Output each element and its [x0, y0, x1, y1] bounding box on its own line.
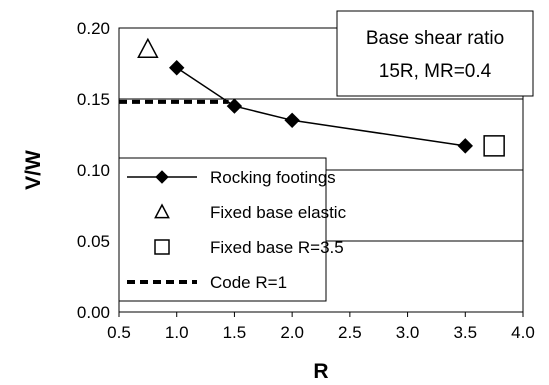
tick-labels: 0.00 0.05 0.10 0.15 0.20 0.5 1.0 1.5 2.0 2.5 3.0 3.…: [77, 19, 535, 342]
legend-marker-fixed-base-r-3-5: [154, 239, 170, 255]
y-tick-label: 0.00: [77, 303, 110, 322]
x-tick-label: 3.5: [453, 323, 477, 342]
x-tick-label: 4.0: [511, 323, 535, 342]
x-tick-label: 1.0: [165, 323, 189, 342]
y-tick-label: 0.05: [77, 232, 110, 251]
x-tick-label: 2.5: [338, 323, 362, 342]
data-point-rocking-footings: [226, 98, 243, 114]
series-line-rocking-footings: [176, 67, 466, 147]
data-point-rocking-footings: [457, 138, 473, 154]
annotation-line-1: Base shear ratio: [366, 28, 504, 49]
x-tick-label: 0.5: [107, 323, 131, 342]
legend-marker-rocking-footings: [155, 170, 169, 184]
x-tick-label: 1.5: [223, 323, 247, 342]
y-tick-label: 0.15: [77, 90, 110, 109]
x-tick-label: 2.0: [280, 323, 304, 342]
x-axis-title: R: [313, 360, 328, 383]
annotation-line-2: 15R, MR=0.4: [379, 61, 492, 82]
annotation: Base shear ratio 15R, MR=0.4: [336, 10, 534, 97]
x-tick-label: 3.0: [396, 323, 420, 342]
data-point-fixed-base-r-3-5: [483, 135, 505, 157]
data-point-rocking-footings: [169, 60, 185, 76]
y-axis-title: V/W: [22, 150, 45, 190]
legend-box: [118, 157, 327, 302]
legend-label-fixed-base-elastic: Fixed base elastic: [210, 203, 347, 222]
y-tick-label: 0.20: [77, 19, 110, 38]
data-point-rocking-footings: [284, 112, 300, 129]
legend-label-code-r-1: Code R=1: [210, 273, 287, 292]
legend-marker-fixed-base-elastic: [154, 203, 170, 219]
y-tick-label: 0.10: [77, 161, 110, 180]
legend-label-rocking-footings: Rocking footings: [210, 168, 336, 187]
data-point-fixed-base-elastic: [137, 37, 159, 59]
legend: Rocking footings Fixed base elastic Fixed …: [118, 157, 347, 302]
series-layer: [119, 37, 505, 157]
annotation-box: [336, 10, 534, 97]
legend-label-fixed-base-r-3-5: Fixed base R=3.5: [210, 238, 344, 257]
